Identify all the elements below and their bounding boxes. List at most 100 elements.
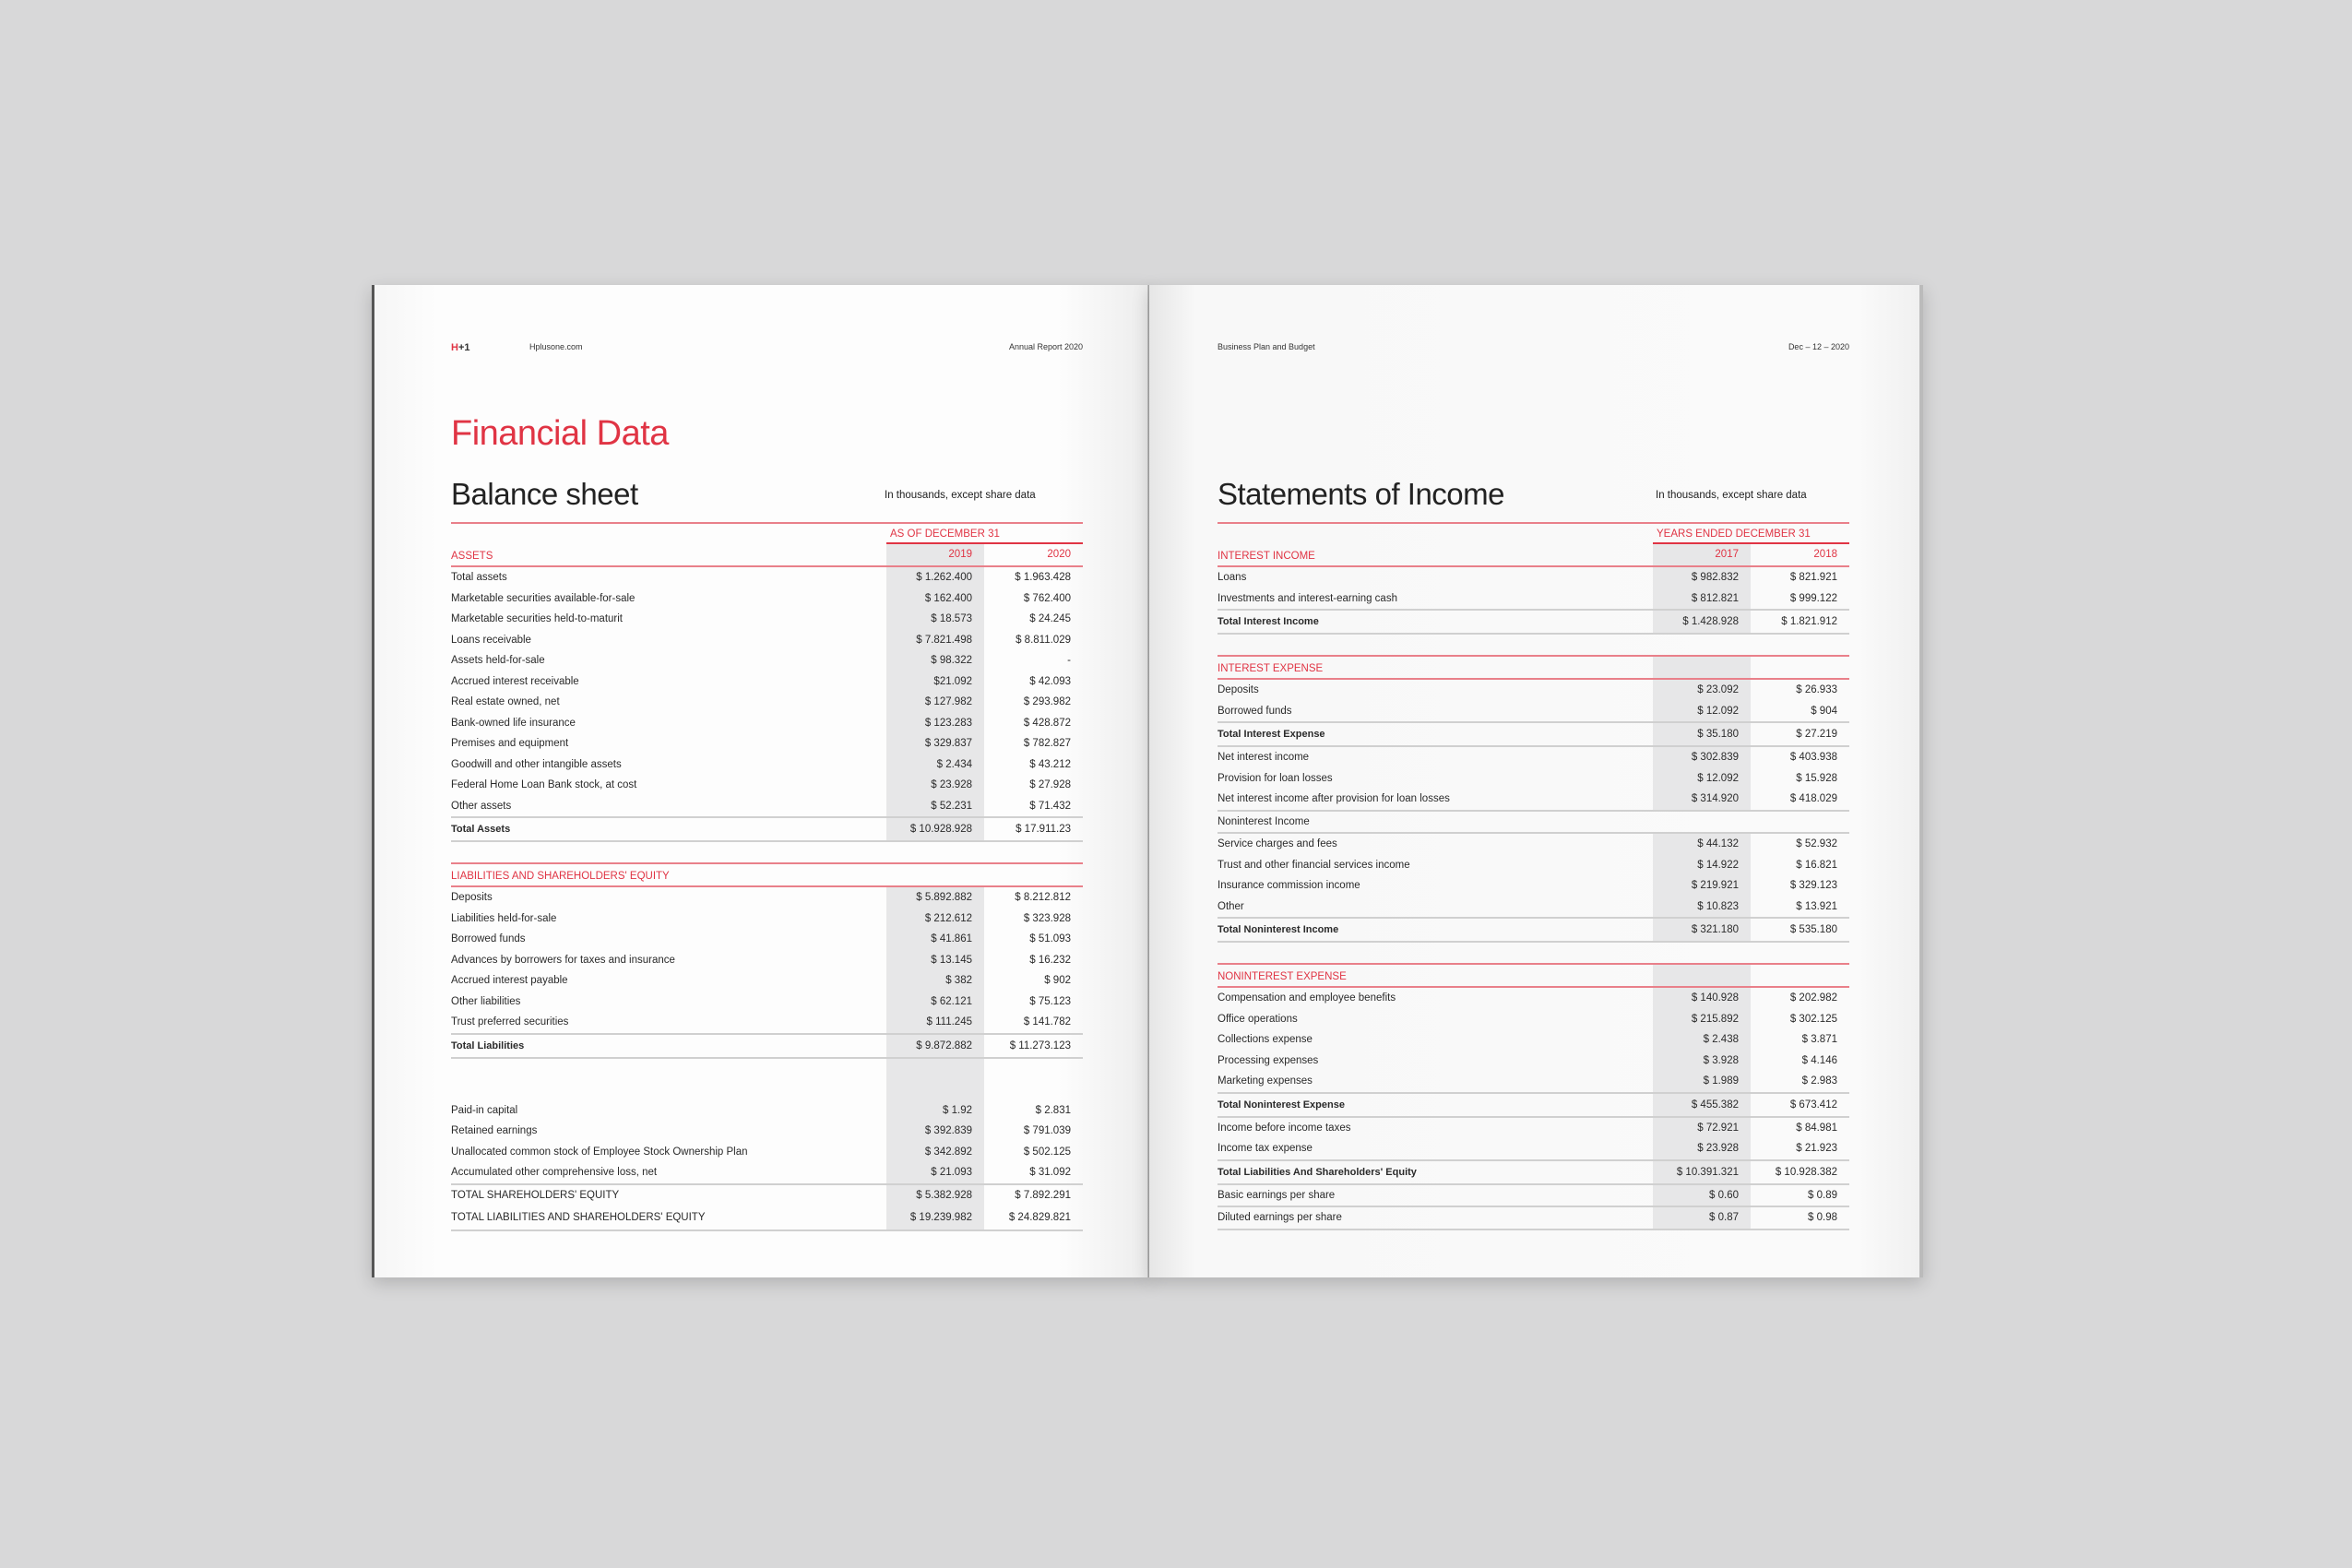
year-column-1 — [1653, 657, 1751, 678]
row-label: Loans receivable — [451, 634, 531, 646]
value-col-1: $ 62.121 — [886, 991, 984, 1012]
value-col-1: $ 23.928 — [886, 775, 984, 796]
table-row: Borrowed funds $ 12.092 $ 904 — [1218, 700, 1849, 721]
row-label: Accrued interest receivable — [451, 675, 579, 687]
section-label: INTEREST INCOME — [1218, 551, 1315, 562]
value-col-1: $ 812.821 — [1653, 588, 1751, 609]
value-col-2: $ 782.827 — [1023, 738, 1071, 749]
year-column-2: 2018 — [1813, 549, 1837, 560]
value-col-2: $ 27.928 — [1029, 779, 1071, 790]
value-col-1: $ 44.132 — [1653, 834, 1751, 855]
section-gap — [451, 842, 1083, 862]
value-col-2: $ 3.871 — [1801, 1034, 1837, 1045]
table-row: Diluted earnings per share $ 0.87 $ 0.98 — [1218, 1207, 1849, 1230]
section-gap — [1218, 943, 1849, 963]
row-label: Assets held-for-sale — [451, 655, 545, 666]
value-col-2: $ 84.981 — [1796, 1122, 1837, 1134]
section-header: INTEREST INCOME 2017 2018 — [1218, 544, 1849, 567]
row-label: Retained earnings — [451, 1125, 538, 1136]
row-label: Compensation and employee benefits — [1218, 992, 1396, 1004]
value-col-1: $ 123.283 — [886, 712, 984, 733]
value-col-1: $ 2.438 — [1653, 1029, 1751, 1051]
value-col-2: $ 2.983 — [1801, 1075, 1837, 1087]
value-col-1: $ 314.920 — [1653, 789, 1751, 810]
row-label: TOTAL LIABILITIES AND SHAREHOLDERS' EQUI… — [451, 1211, 706, 1223]
value-col-2: $ 7.892.291 — [1015, 1189, 1071, 1201]
total-row: Total Liabilities And Shareholders' Equi… — [1218, 1158, 1849, 1185]
row-label: Total Noninterest Income — [1218, 924, 1339, 935]
table-top-rule — [1218, 522, 1849, 524]
value-col-2: $ 31.092 — [1029, 1167, 1071, 1178]
value-col-2: $ 502.125 — [1023, 1146, 1071, 1158]
value-col-2: $ 26.933 — [1796, 684, 1837, 695]
value-col-1: $ 41.861 — [886, 929, 984, 950]
table-row: Processing expenses $ 3.928 $ 4.146 — [1218, 1050, 1849, 1071]
table-row: Unallocated common stock of Employee Sto… — [451, 1141, 1083, 1162]
year-column-2 — [1751, 965, 1849, 986]
value-col-1: $ 162.400 — [886, 588, 984, 609]
value-col-2: $ 24.829.821 — [1008, 1211, 1071, 1223]
period-caption-row: AS OF DECEMBER 31 — [451, 524, 1083, 544]
value-col-1: $ 10.823 — [1653, 896, 1751, 917]
balance-sheet-table: AS OF DECEMBER 31 ASSETS 2019 2020 Total ass… — [451, 522, 1083, 1231]
value-col-1: $ 1.428.928 — [1653, 611, 1751, 633]
row-label: Borrowed funds — [1218, 705, 1292, 717]
table-row: Goodwill and other intangible assets $ 2.… — [451, 754, 1083, 775]
table-row: Deposits $ 23.092 $ 26.933 — [1218, 680, 1849, 701]
value-col-1: $ 302.839 — [1653, 747, 1751, 768]
value-col-1: $ 321.180 — [1653, 919, 1751, 941]
value-col-2: $ 43.212 — [1029, 758, 1071, 770]
value-col-2: $ 16.821 — [1796, 859, 1837, 871]
row-label: Liabilities held-for-sale — [451, 912, 557, 924]
row-label: Deposits — [451, 892, 493, 903]
value-col-2: $ 329.123 — [1789, 880, 1837, 891]
spacer — [1218, 524, 1653, 544]
value-col-1: $ 212.612 — [886, 908, 984, 929]
value-col-2: $ 762.400 — [1023, 592, 1071, 604]
row-label: Goodwill and other intangible assets — [451, 758, 622, 770]
value-col-1: $ 140.928 — [1653, 988, 1751, 1009]
value-col-2: $ 75.123 — [1029, 995, 1071, 1007]
row-label: Other — [1218, 900, 1244, 912]
value-col-1: $ 10.391.321 — [1653, 1160, 1751, 1183]
table-row: Real estate owned, net $ 127.982 $ 293.982 — [451, 692, 1083, 713]
value-col-2: $ 51.093 — [1029, 933, 1071, 944]
row-label: Advances by borrowers for taxes and insu… — [451, 954, 675, 966]
value-col-2: $ 999.122 — [1789, 592, 1837, 604]
table-row: Deposits $ 5.892.882 $ 8.212.812 — [451, 887, 1083, 909]
row-label: Net interest income — [1218, 752, 1310, 763]
row-label: Investments and interest-earning cash — [1218, 592, 1397, 604]
year-column-1 — [886, 864, 984, 885]
row-label: Total Interest Expense — [1218, 729, 1325, 740]
value-col-2: $ 16.232 — [1029, 954, 1071, 966]
total-row: Total Noninterest Expense $ 455.382 $ 673.… — [1218, 1091, 1849, 1118]
row-label: Real estate owned, net — [451, 696, 560, 707]
income-statement-table: YEARS ENDED DECEMBER 31 INTEREST INCOME 20… — [1218, 522, 1849, 1230]
value-col-1: $ 7.821.498 — [886, 629, 984, 650]
row-label: Basic earnings per share — [1218, 1189, 1336, 1201]
table-row: Provision for loan losses $ 12.092 $ 15.92… — [1218, 767, 1849, 789]
value-col-1: $ 127.982 — [886, 692, 984, 713]
value-col-1: $ 12.092 — [1653, 700, 1751, 721]
value-col-2: $ 1.821.912 — [1781, 616, 1837, 627]
row-label: Diluted earnings per share — [1218, 1212, 1342, 1223]
row-label: Other assets — [451, 800, 512, 812]
value-col-1: $ 1.92 — [886, 1099, 984, 1121]
row-label: Marketing expenses — [1218, 1075, 1313, 1087]
table-top-rule — [451, 522, 1083, 524]
value-col-2: $ 4.146 — [1801, 1054, 1837, 1066]
row-label: Marketable securities available-for-sale — [451, 592, 636, 604]
value-col-1: $ 35.180 — [1653, 723, 1751, 745]
value-col-1: $ 19.239.982 — [886, 1206, 984, 1229]
spacer — [451, 524, 886, 544]
value-col-1: $ 98.322 — [886, 650, 984, 671]
value-col-2: $ 323.928 — [1023, 912, 1071, 924]
row-label: Office operations — [1218, 1013, 1298, 1025]
value-col-1: $ 2.434 — [886, 754, 984, 775]
value-col-2: $ 17.911.23 — [1016, 824, 1071, 835]
table-row: Federal Home Loan Bank stock, at cost $ 2… — [451, 775, 1083, 796]
brand-logo: H+1 — [451, 342, 470, 353]
row-label: Accumulated other comprehensive loss, ne… — [451, 1167, 658, 1178]
total-row: Total Interest Expense $ 35.180 $ 27.219 — [1218, 721, 1849, 747]
year-column-2 — [984, 864, 1083, 885]
